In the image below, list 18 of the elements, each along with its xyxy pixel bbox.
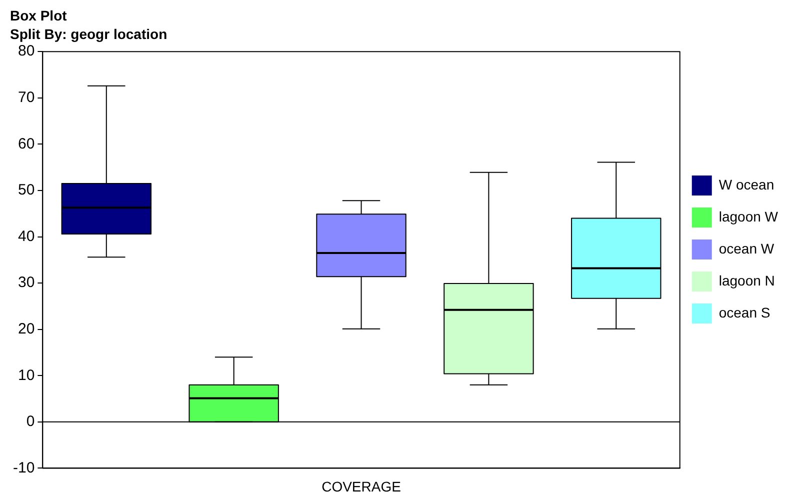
legend-label: W ocean (718, 176, 774, 192)
y-tick-label: 60 (18, 135, 35, 152)
x-tick-label: COVERAGE (322, 478, 401, 494)
y-tick-label: 40 (18, 228, 35, 245)
legend-label: ocean S (718, 304, 770, 320)
y-tick-label: 50 (18, 182, 35, 199)
chart-title: Box Plot (10, 7, 68, 24)
legend-label: lagoon W (718, 208, 779, 224)
y-tick-label: 70 (18, 89, 35, 106)
legend-label: lagoon N (718, 272, 775, 288)
y-tick-label: 0 (26, 413, 35, 430)
y-tick-label: 10 (18, 366, 35, 384)
y-tick-label: 30 (18, 274, 35, 292)
y-tick-label: 20 (18, 320, 35, 338)
y-tick-label: -10 (12, 459, 35, 476)
y-tick-label: 80 (18, 42, 35, 60)
chart-subtitle: Split By: geogr location (10, 26, 168, 42)
legend-label: ocean W (718, 240, 775, 256)
